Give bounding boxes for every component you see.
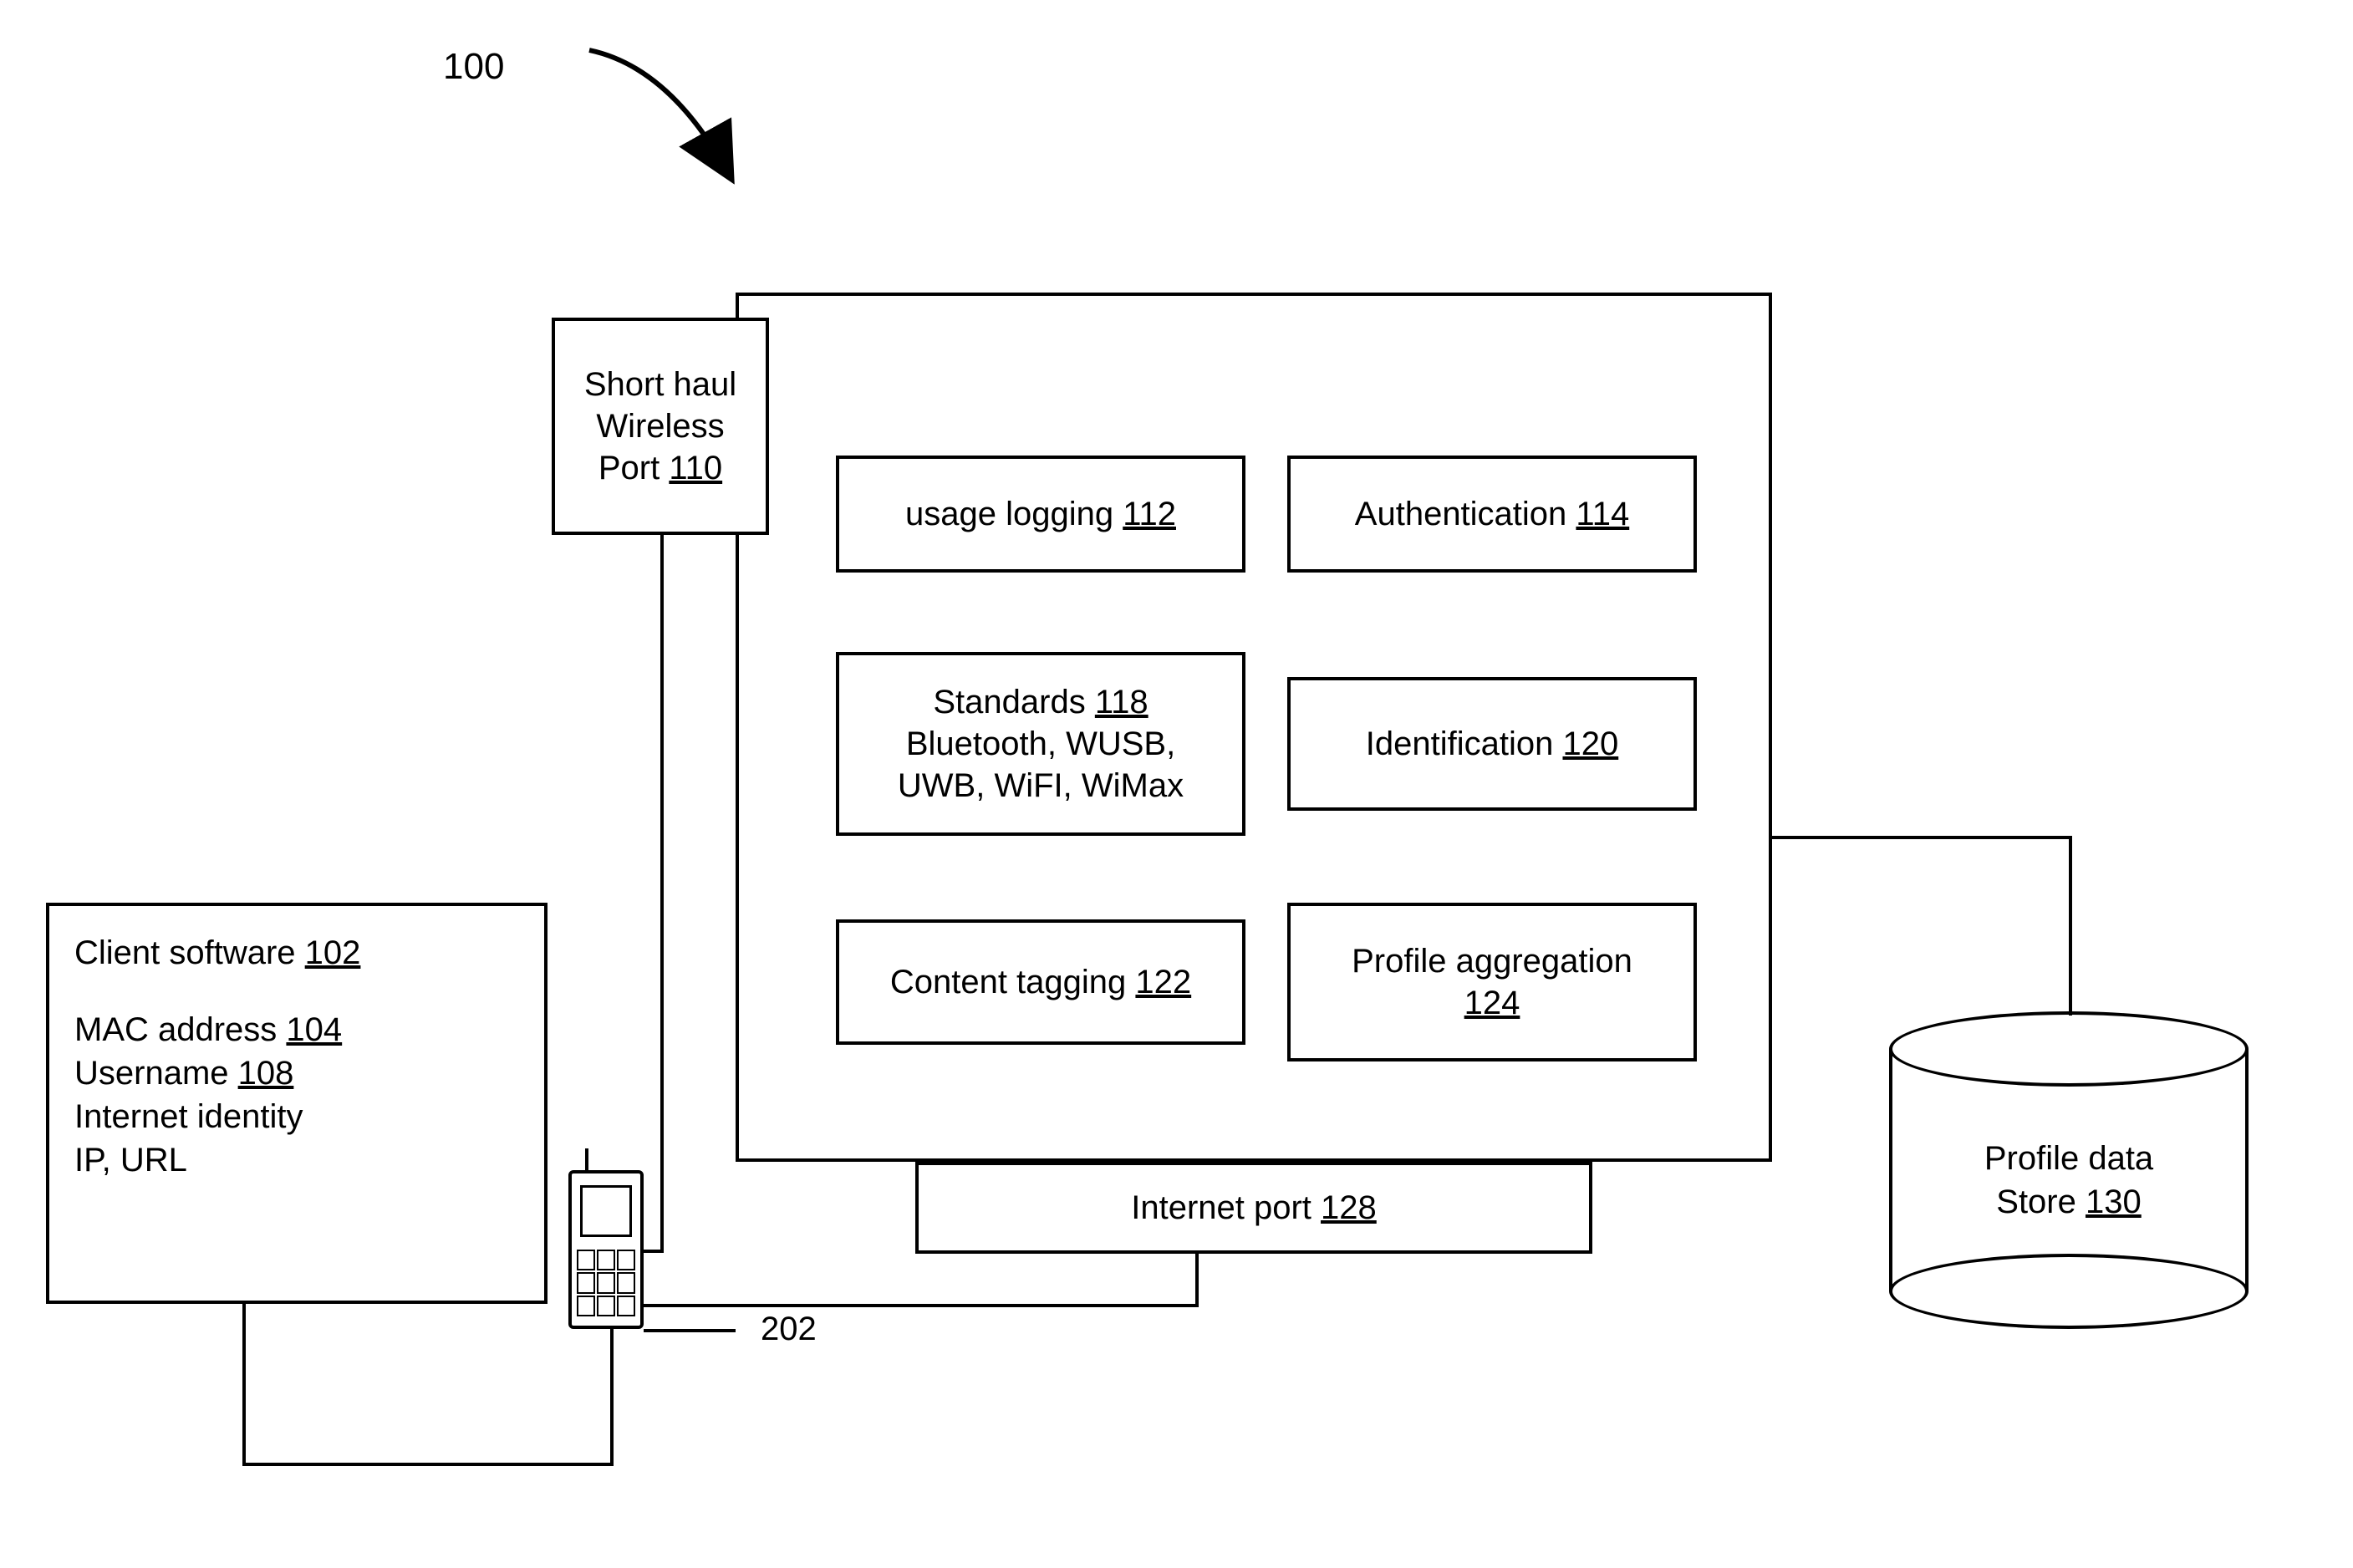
short-haul-line2: Wireless xyxy=(596,405,724,447)
edge-shorthaul-v xyxy=(660,535,664,1250)
edge-main-store-h xyxy=(1772,836,2069,839)
client-row-ipurl: IP, URL xyxy=(74,1138,187,1182)
usage-logging-ref: 112 xyxy=(1123,496,1176,532)
standards-line3: UWB, WiFI, WiMax xyxy=(898,765,1184,807)
edge-client-v1 xyxy=(242,1304,246,1463)
edge-client-v2 xyxy=(610,1329,614,1466)
client-row-software: Client software 102 xyxy=(74,931,360,975)
edge-phone-internet-v xyxy=(1195,1254,1199,1307)
authentication-text: Authentication xyxy=(1355,496,1576,532)
internet-port-box: Internet port 128 xyxy=(915,1162,1592,1254)
usage-logging-box: usage logging 112 xyxy=(836,456,1245,573)
edge-shorthaul-h xyxy=(642,1250,664,1253)
standards-line2: Bluetooth, WUSB, xyxy=(906,723,1175,765)
profile-aggregation-line1: Profile aggregation xyxy=(1352,940,1632,982)
profile-store-line2: Store 130 xyxy=(1889,1180,2249,1224)
client-row-identity: Internet identity xyxy=(74,1095,303,1138)
client-row-username: Username 108 xyxy=(74,1051,293,1095)
content-tagging-text: Content tagging xyxy=(890,964,1136,1000)
internet-port-text: Internet port xyxy=(1131,1189,1321,1226)
identification-ref: 120 xyxy=(1562,725,1618,762)
usage-logging-text: usage logging xyxy=(905,496,1123,532)
short-haul-line1: Short haul xyxy=(584,364,736,405)
short-haul-line3: Port 110 xyxy=(598,447,722,489)
identification-text: Identification xyxy=(1366,725,1563,762)
authentication-box: Authentication 114 xyxy=(1287,456,1697,573)
client-box: Client software 102 MAC address 104 User… xyxy=(46,903,548,1304)
client-row-mac: MAC address 104 xyxy=(74,1008,342,1051)
profile-aggregation-ref: 124 xyxy=(1464,985,1520,1021)
profile-store-cylinder: Profile data Store 130 xyxy=(1889,1011,2249,1329)
phone-icon xyxy=(568,1170,644,1329)
identification-box: Identification 120 xyxy=(1287,677,1697,811)
internet-port-ref: 128 xyxy=(1321,1189,1377,1226)
standards-line1: Standards 118 xyxy=(933,681,1148,723)
content-tagging-box: Content tagging 122 xyxy=(836,919,1245,1045)
standards-box: Standards 118 Bluetooth, WUSB, UWB, WiFI… xyxy=(836,652,1245,836)
authentication-ref: 114 xyxy=(1576,496,1629,532)
edge-main-store-v xyxy=(2069,836,2072,1016)
short-haul-port-box: Short haul Wireless Port 110 xyxy=(552,318,769,535)
profile-aggregation-box: Profile aggregation 124 xyxy=(1287,903,1697,1061)
edge-phone-internet-h xyxy=(644,1304,1195,1307)
profile-store-line1: Profile data xyxy=(1889,1137,2249,1180)
phone-ref-label: 202 xyxy=(761,1311,817,1348)
phone-ref-tick xyxy=(644,1329,736,1332)
content-tagging-ref: 122 xyxy=(1135,964,1191,1000)
diagram-canvas: 100 Short haul Wireless Port 110 usage l… xyxy=(0,0,2353,1568)
edge-client-h xyxy=(242,1463,614,1466)
